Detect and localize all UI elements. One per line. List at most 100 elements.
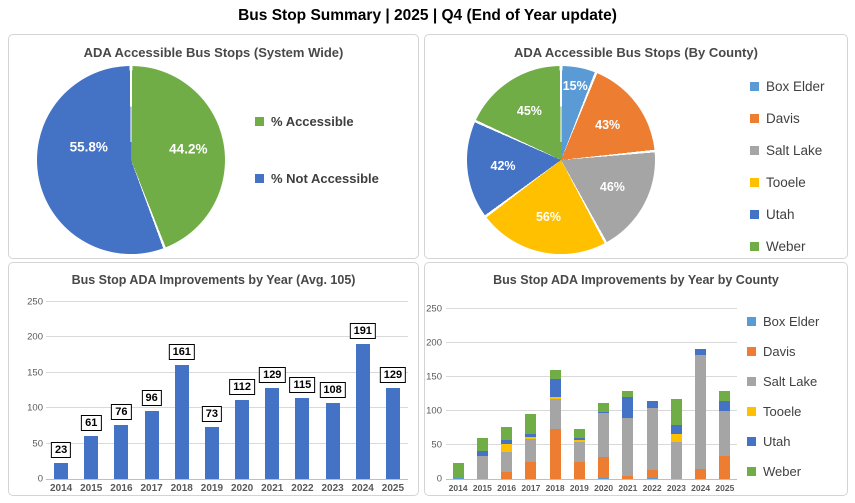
legend-label-tooele: Tooele <box>766 175 806 190</box>
bar-2024[interactable] <box>355 343 370 479</box>
segment-utah-2016[interactable] <box>501 440 513 444</box>
segment-weber-2025[interactable] <box>719 391 731 402</box>
segment-weber-2016[interactable] <box>501 427 513 441</box>
bar-2021[interactable] <box>265 387 280 479</box>
bar-2015[interactable] <box>84 435 99 479</box>
y-tick-label-0: 0 <box>436 473 442 485</box>
segment-salt-lake-2025[interactable] <box>719 411 731 456</box>
pie-ada-by-county[interactable]: 15% 43% 46% 56% 42% 45% <box>467 66 655 254</box>
segment-utah-2021[interactable] <box>622 397 634 418</box>
x-tick-label-2015: 2015 <box>472 483 492 493</box>
x-tick-label-2023: 2023 <box>321 483 344 494</box>
legend-swatch-weber-icon <box>750 242 759 251</box>
legend-label-accessible: % Accessible <box>271 114 354 129</box>
y-tick-label-250: 250 <box>27 296 43 308</box>
segment-utah-2019[interactable] <box>573 438 585 441</box>
gridline-150 <box>446 376 737 377</box>
bar-2018[interactable] <box>174 365 189 479</box>
gridline-200 <box>46 336 408 338</box>
segment-utah-2015[interactable] <box>476 451 488 456</box>
segment-davis-2022[interactable] <box>646 470 658 479</box>
segment-utah-2023[interactable] <box>670 425 682 435</box>
legend-item-davis: Davis <box>750 110 825 127</box>
pie-slice-label-box-elder: 15% <box>562 79 588 94</box>
gridline-100 <box>446 410 737 411</box>
bar-2019[interactable] <box>204 427 219 479</box>
plot-improvements-by-year[interactable]: 23 61 76 96 161 73 112 129 115 108 191 129 <box>46 301 408 480</box>
data-label-2017: 96 <box>141 390 162 407</box>
bar-2025[interactable] <box>385 387 400 479</box>
segment-box-elder-2020[interactable] <box>598 477 610 479</box>
segment-davis-2017[interactable] <box>525 462 537 479</box>
legend-swatch-tooele-icon <box>750 178 759 187</box>
plot-improvements-by-county[interactable] <box>446 308 737 480</box>
y-tick-label-100: 100 <box>27 402 43 414</box>
data-label-2019: 73 <box>201 406 223 423</box>
bar-2020[interactable] <box>235 399 250 479</box>
bar-2017[interactable] <box>144 411 159 479</box>
segment-utah-2017[interactable] <box>525 434 537 437</box>
segment-weber-2019[interactable] <box>573 429 585 439</box>
gridline-150 <box>46 371 408 373</box>
segment-weber-2020[interactable] <box>598 402 610 412</box>
segment-weber-2014[interactable] <box>452 463 464 478</box>
segment-weber-2015[interactable] <box>476 437 488 452</box>
bar-2023[interactable] <box>325 402 340 479</box>
segment-utah-2024[interactable] <box>695 349 707 356</box>
x-tick-label-2019: 2019 <box>200 483 224 494</box>
y-tick-label-150: 150 <box>426 371 442 383</box>
data-label-2018: 161 <box>168 344 195 361</box>
pie-ada-system-wide[interactable]: 44.2% 55.8% <box>37 66 225 254</box>
pie-slice-label-weber: 45% <box>516 104 542 118</box>
x-tick-label-2019: 2019 <box>569 483 589 493</box>
x-tick-label-2021: 2021 <box>261 483 284 494</box>
segment-salt-lake-2019[interactable] <box>573 442 585 462</box>
segment-salt-lake-2020[interactable] <box>598 413 610 458</box>
segment-davis-2025[interactable] <box>719 455 731 479</box>
legend-label-not-accessible: % Not Accessible <box>271 171 379 186</box>
bar-2014[interactable] <box>54 462 69 479</box>
bar-2022[interactable] <box>295 397 310 479</box>
segment-utah-2018[interactable] <box>549 379 561 397</box>
segment-tooele-2019[interactable] <box>573 440 585 443</box>
segment-weber-2017[interactable] <box>525 413 537 435</box>
segment-salt-lake-2024[interactable] <box>695 355 707 470</box>
x-tick-label-2020: 2020 <box>594 483 614 493</box>
segment-salt-lake-2015[interactable] <box>476 455 488 479</box>
segment-davis-2016[interactable] <box>501 472 513 479</box>
data-label-2021: 129 <box>259 366 286 383</box>
segment-weber-2021[interactable] <box>622 391 634 398</box>
legend-item-utah: Utah <box>750 206 825 223</box>
segment-weber-2023[interactable] <box>670 398 682 426</box>
segment-box-elder-2022[interactable] <box>646 478 658 479</box>
segment-tooele-2018[interactable] <box>549 396 561 400</box>
segment-salt-lake-2018[interactable] <box>549 399 561 429</box>
legend-system-wide: % Accessible % Not Accessible <box>255 113 379 187</box>
segment-davis-2019[interactable] <box>573 462 585 479</box>
segment-davis-2020[interactable] <box>598 457 610 478</box>
segment-salt-lake-2023[interactable] <box>670 441 682 479</box>
segment-weber-2018[interactable] <box>549 369 561 380</box>
bar-2016[interactable] <box>114 425 129 479</box>
segment-salt-lake-2022[interactable] <box>646 408 658 471</box>
legend-item-accessible: % Accessible <box>255 113 379 130</box>
data-label-2015: 61 <box>81 414 102 431</box>
segment-utah-2025[interactable] <box>719 401 731 411</box>
segment-davis-2021[interactable] <box>622 475 634 479</box>
x-tick-label-2025: 2025 <box>715 483 735 493</box>
segment-davis-2018[interactable] <box>549 428 561 479</box>
segment-utah-2020[interactable] <box>598 411 610 414</box>
segment-tooele-2017[interactable] <box>525 436 537 439</box>
segment-salt-lake-2017[interactable] <box>525 438 537 462</box>
legend-swatch-not-accessible-icon <box>255 174 264 183</box>
segment-salt-lake-2021[interactable] <box>622 417 634 476</box>
segment-box-elder-2014[interactable] <box>452 477 464 479</box>
segment-utah-2022[interactable] <box>646 400 658 409</box>
legend-label-utah: Utah <box>763 434 791 449</box>
segment-davis-2024[interactable] <box>695 469 707 479</box>
segment-tooele-2023[interactable] <box>670 434 682 442</box>
segment-tooele-2016[interactable] <box>501 443 513 453</box>
panel-ada-system-wide: ADA Accessible Bus Stops (System Wide) 4… <box>8 34 419 259</box>
segment-salt-lake-2016[interactable] <box>501 452 513 473</box>
y-tick-label-50: 50 <box>32 438 43 450</box>
